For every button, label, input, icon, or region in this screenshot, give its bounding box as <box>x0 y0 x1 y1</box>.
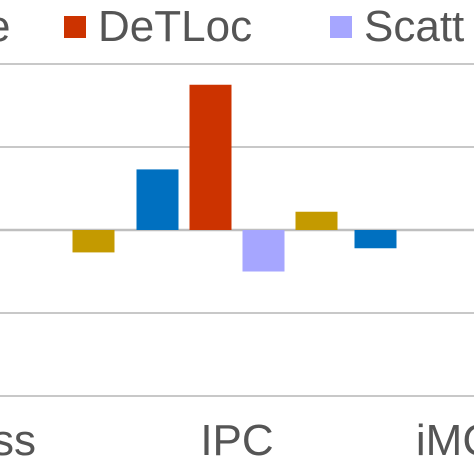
bar-s0-iMC <box>354 230 397 249</box>
bar-s3-ss <box>72 230 115 253</box>
legend-swatch-detloc <box>64 16 86 38</box>
bar-s2-IPC <box>242 230 285 272</box>
legend-item-0: e <box>0 3 10 51</box>
legend: e DeTLoc Scatt <box>0 0 474 52</box>
bar-s1-IPC <box>189 84 232 230</box>
bar-s0-IPC <box>136 169 179 230</box>
legend-label-0: e <box>0 3 10 51</box>
x-tick-label-1: IPC <box>200 416 274 465</box>
legend-item-detloc: DeTLoc <box>64 3 252 51</box>
bar-s3-IPC <box>295 211 338 230</box>
legend-item-scatt: Scatt <box>330 3 464 51</box>
legend-swatch-scatt <box>330 16 352 38</box>
x-tick-label-0: ss <box>0 416 36 465</box>
legend-label-detloc: DeTLoc <box>98 2 253 51</box>
legend-label-scatt: Scatt <box>364 2 465 51</box>
x-tick-label-2: iMC <box>415 416 474 465</box>
